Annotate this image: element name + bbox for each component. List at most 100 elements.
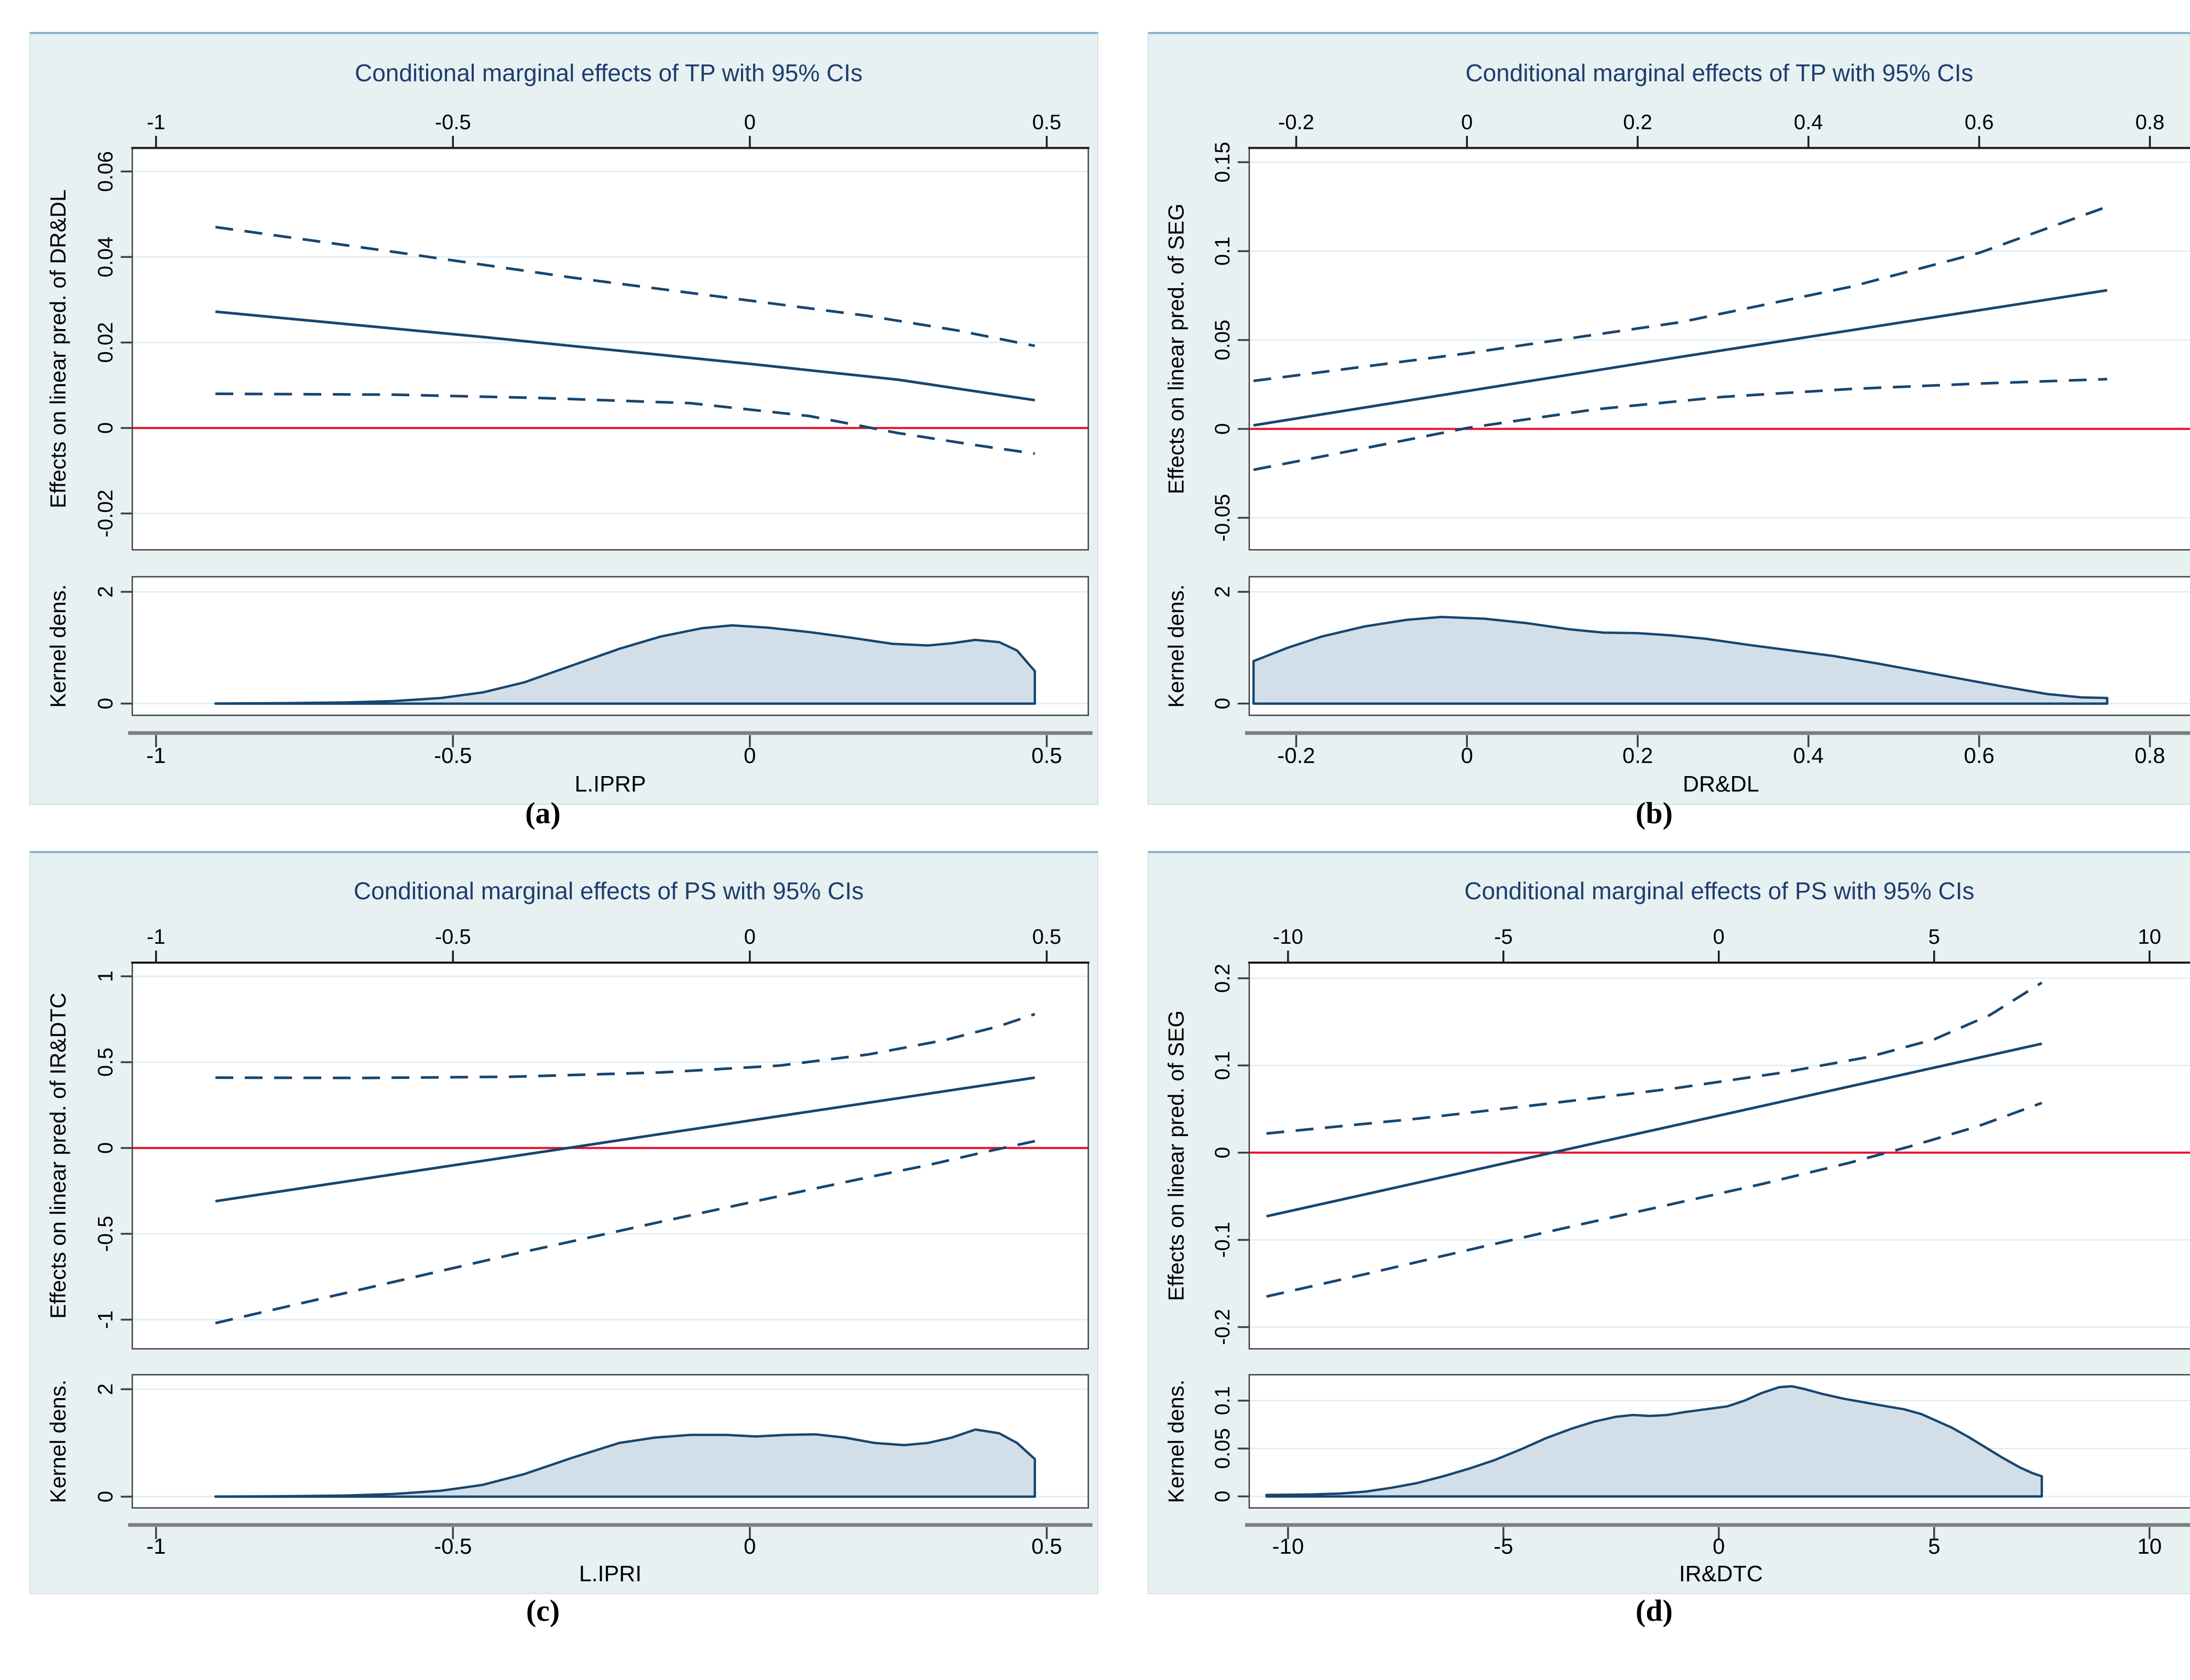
- top-x-tick-label: 5: [1928, 925, 1940, 948]
- y-tick-label: 0.04: [94, 237, 117, 278]
- y-tick-label: 0.02: [94, 322, 117, 363]
- series-ci-upper: [215, 1012, 1036, 1079]
- x-axis-title: L.IPRI: [579, 1561, 642, 1586]
- x-tick-label: 0.5: [1031, 743, 1062, 768]
- panel-a-label: (a): [525, 796, 561, 830]
- y-tick-label: -0.1: [1211, 1222, 1234, 1258]
- top-x-tick-label: -0.5: [435, 925, 471, 948]
- density-y-axis-title: Kernel dens.: [1163, 584, 1188, 708]
- density-y-tick-label: 2: [94, 1383, 117, 1395]
- x-tick-label: 0.8: [2134, 743, 2165, 768]
- x-tick-label: -0.5: [434, 743, 472, 768]
- density-y-tick-label: 0: [94, 1491, 117, 1502]
- y-tick-label: 0: [1211, 423, 1234, 434]
- density-plot-frame: [1248, 576, 2190, 716]
- y-tick-label: 0.05: [1211, 320, 1234, 361]
- density-y-tick-label: 0: [1211, 1491, 1234, 1502]
- y-tick-label: -0.05: [1211, 494, 1234, 542]
- density-y-tick-label: 0.1: [1211, 1386, 1234, 1415]
- x-tick-label: 0.5: [1031, 1534, 1062, 1558]
- y-tick-label: 0.1: [1211, 1051, 1234, 1080]
- density-plot-frame: [132, 576, 1089, 716]
- x-tick-label: -0.5: [434, 1534, 472, 1558]
- density-y-tick-label: 0: [94, 698, 117, 710]
- density-plot-frame: [1248, 1374, 2190, 1509]
- density-y-axis-title: Kernel dens.: [1163, 1380, 1188, 1503]
- top-x-tick-label: 0.6: [1965, 111, 1994, 134]
- y-tick-label: 0: [94, 422, 117, 434]
- panel-d-chart: -10 -10 -5 -5 0 0 5 5 10 10 -0.2 -0.1 0 0.1 0.2 0 0.05 0.…: [1163, 925, 2190, 1586]
- top-x-tick-label: 0.5: [1032, 111, 1062, 134]
- top-x-tick-label: 0: [1713, 925, 1725, 948]
- kernel-density-curve: [1265, 1385, 2043, 1498]
- panel-b: Conditional marginal effects of TP with …: [1148, 32, 2190, 805]
- y-tick-label: 0.5: [94, 1048, 117, 1077]
- y-axis-title: Effects on linear pred. of IR&DTC: [46, 992, 70, 1319]
- series-ci-lower: [1253, 378, 2108, 471]
- panel-d-label: (d): [1636, 1594, 1673, 1628]
- series-ci-lower: [215, 392, 1036, 455]
- top-x-tick-label: 0.5: [1032, 925, 1062, 948]
- y-tick-label: -0.2: [1211, 1309, 1234, 1345]
- density-y-tick-label: 0: [1211, 698, 1234, 710]
- top-x-tick-label: 10: [2138, 925, 2161, 948]
- top-x-tick-label: 0: [1461, 111, 1473, 134]
- y-tick-label: 0.2: [1211, 964, 1234, 993]
- y-tick-label: 0: [1211, 1147, 1234, 1159]
- y-axis-title: Effects on linear pred. of DR&DL: [46, 190, 70, 509]
- y-axis-title: Effects on linear pred. of SEG: [1163, 203, 1188, 494]
- y-tick-label: -0.02: [94, 489, 117, 537]
- x-tick-label: 0.2: [1622, 743, 1653, 768]
- panel-a: Conditional marginal effects of TP with …: [29, 32, 1098, 805]
- panel-d: Conditional marginal effects of PS with …: [1148, 851, 2190, 1594]
- kernel-density-curve: [214, 1428, 1036, 1498]
- top-x-tick-label: 0: [744, 111, 756, 134]
- series-ci-upper: [1266, 981, 2043, 1135]
- main-plot-area: [1249, 962, 2190, 1349]
- x-tick-label: 0.6: [1964, 743, 1994, 768]
- top-x-tick-label: 0: [744, 925, 756, 948]
- series-ci-lower: [215, 1140, 1036, 1325]
- x-axis-title: DR&DL: [1683, 771, 1759, 797]
- x-tick-label: 5: [1928, 1534, 1940, 1558]
- main-plot-area: [1249, 148, 2190, 550]
- x-tick-label: -1: [146, 1534, 166, 1558]
- density-y-tick-label: 2: [94, 586, 117, 597]
- panel-d-title: Conditional marginal effects of PS with …: [1464, 877, 1975, 905]
- series-marginal-effect: [1253, 289, 2108, 427]
- series-ci-upper: [1253, 205, 2108, 383]
- kernel-density-curve: [214, 624, 1036, 705]
- x-tick-label: 0: [1461, 743, 1473, 768]
- y-tick-label: -1: [94, 1311, 117, 1329]
- panel-b-label: (b): [1636, 796, 1673, 830]
- y-tick-label: -0.5: [94, 1216, 117, 1252]
- y-tick-label: 1: [94, 970, 117, 982]
- x-tick-label: -1: [146, 743, 166, 768]
- x-axis-title: L.IPRP: [574, 771, 646, 797]
- x-tick-label: 0.4: [1793, 743, 1824, 768]
- x-tick-label: -5: [1494, 1534, 1513, 1558]
- y-tick-label: 0.06: [94, 151, 117, 192]
- x-axis-title: IR&DTC: [1679, 1561, 1763, 1586]
- panel-a-title: Conditional marginal effects of TP with …: [354, 59, 863, 86]
- panel-c-label: (c): [526, 1594, 560, 1628]
- series-marginal-effect: [215, 1076, 1036, 1203]
- top-x-tick-label: -10: [1273, 925, 1303, 948]
- y-tick-label: 0: [94, 1142, 117, 1154]
- density-y-axis-title: Kernel dens.: [46, 584, 70, 708]
- x-tick-label: 10: [2137, 1534, 2162, 1558]
- x-tick-label: 0: [1713, 1534, 1725, 1558]
- density-plot-frame: [132, 1374, 1089, 1509]
- top-x-tick-label: 0.2: [1623, 111, 1652, 134]
- x-tick-label: -0.2: [1277, 743, 1315, 768]
- kernel-density-curve: [1252, 616, 2109, 705]
- x-tick-label: 0: [744, 743, 756, 768]
- density-y-tick-label: 2: [1211, 586, 1234, 597]
- panel-c: Conditional marginal effects of PS with …: [29, 851, 1098, 1594]
- top-x-tick-label: 0.8: [2135, 111, 2165, 134]
- panel-c-chart: -1 -1 -0.5 -0.5 0 0 0.5 0.5 -1 -0.5 0 0.5 1 0 2 Effects…: [46, 925, 1093, 1586]
- x-tick-label: 0: [744, 1534, 756, 1558]
- top-x-tick-label: -0.2: [1278, 111, 1314, 134]
- x-tick-label: -10: [1272, 1534, 1304, 1558]
